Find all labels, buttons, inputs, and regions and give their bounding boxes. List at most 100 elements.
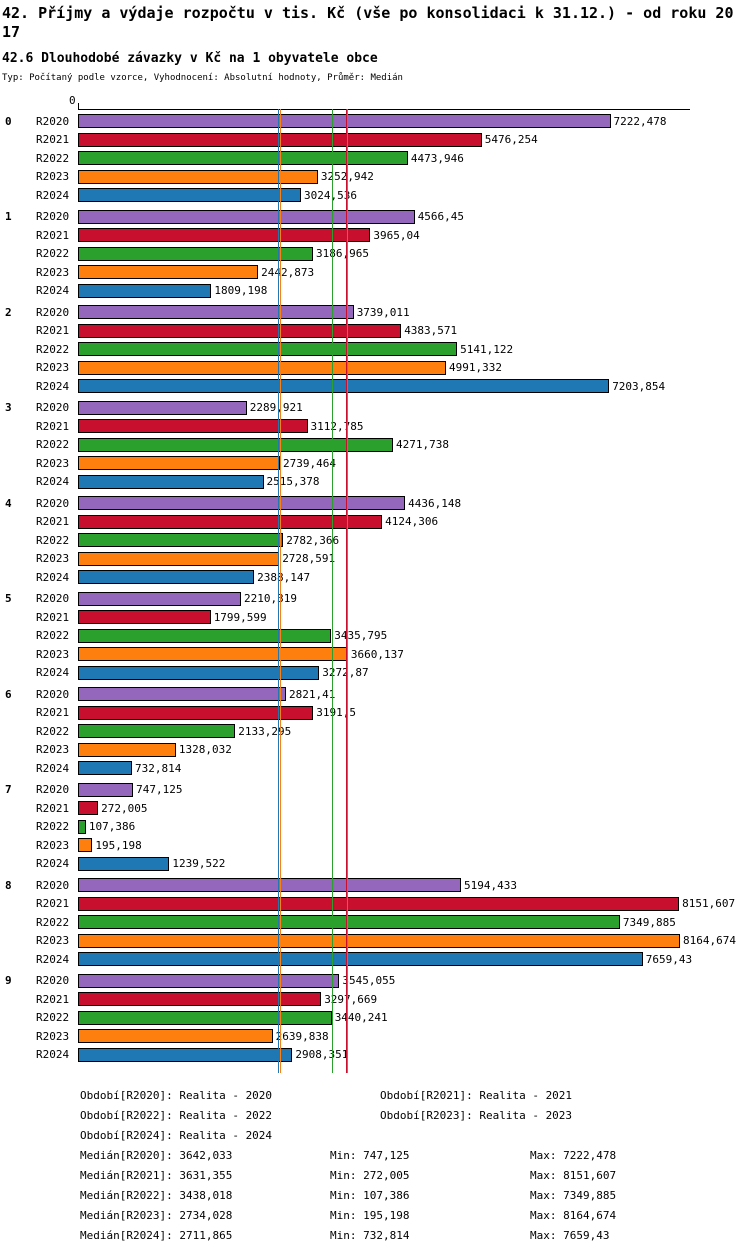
bar[interactable]: [78, 705, 314, 720]
bar[interactable]: [78, 132, 482, 147]
plot-area: 2908,351: [78, 1046, 750, 1065]
plot-area: 7203,854: [78, 377, 750, 396]
stat-max: Max: 8164,674: [530, 1209, 617, 1222]
bar[interactable]: [78, 265, 259, 280]
bar-row: R2024 732,814: [0, 759, 750, 778]
bar[interactable]: [78, 283, 212, 298]
bar[interactable]: [78, 952, 643, 967]
plot-area: 4271,738: [78, 436, 750, 455]
bar-row: R2021 4383,571: [0, 322, 750, 341]
plot-area: 2728,591: [78, 550, 750, 569]
bar[interactable]: [78, 228, 371, 243]
bar[interactable]: [78, 437, 393, 452]
series-label: R2023: [36, 743, 70, 757]
bar-row: R2021 272,005: [0, 799, 750, 818]
bar[interactable]: [78, 305, 354, 320]
category-label: 0: [5, 114, 12, 128]
bar-row: 5 R2020 2210,319: [0, 590, 750, 609]
bar-value-label: 3191,5: [316, 706, 357, 720]
bar[interactable]: [78, 188, 301, 203]
bar-row: 2 R2020 3739,011: [0, 303, 750, 322]
bar-row: 7 R2020 747,125: [0, 781, 750, 800]
bar[interactable]: [78, 973, 340, 988]
stats-row-r2020: Medián[R2020]: 3642,033 Min: 747,125 Max…: [80, 1146, 750, 1166]
bar-value-label: 732,814: [135, 761, 182, 775]
category-label: 5: [5, 592, 12, 606]
bar[interactable]: [78, 474, 264, 489]
bar[interactable]: [78, 665, 320, 680]
page-title-line2: 17: [2, 23, 21, 41]
plot-area: 3965,04: [78, 226, 750, 245]
stat-max: Max: 7349,885: [530, 1189, 617, 1202]
bar[interactable]: [78, 114, 611, 129]
series-label: R2020: [36, 592, 70, 606]
bar-row: R2024 2908,351: [0, 1046, 750, 1065]
bar-value-label: 2289,921: [249, 401, 303, 415]
bar[interactable]: [78, 591, 241, 606]
bar[interactable]: [78, 819, 86, 834]
bar[interactable]: [78, 151, 408, 166]
bar[interactable]: [78, 761, 132, 776]
bar[interactable]: [78, 400, 247, 415]
bar[interactable]: [78, 1010, 332, 1025]
bar[interactable]: [78, 838, 93, 853]
bar-group: 2 R2020 3739,011 R2021 4383,571 R2022 5141,122…: [0, 303, 750, 396]
legend-period-r2022: Období[R2022]: Realita - 2022: [80, 1109, 273, 1122]
series-label: R2020: [36, 210, 70, 224]
bar-group: 4 R2020 4436,148 R2021 4124,306 R2022 2782,366…: [0, 494, 750, 587]
bar[interactable]: [78, 610, 211, 625]
bar[interactable]: [78, 724, 236, 739]
bar[interactable]: [78, 1029, 273, 1044]
stat-median: Medián[R2024]: 2711,865: [80, 1229, 233, 1242]
bar[interactable]: [78, 896, 680, 911]
bar[interactable]: [78, 456, 280, 471]
legend-row: Období[R2024]: Realita - 2024: [80, 1126, 750, 1146]
series-label: R2024: [36, 379, 70, 393]
bar[interactable]: [78, 360, 446, 375]
bar[interactable]: [78, 379, 610, 394]
bar[interactable]: [78, 856, 170, 871]
bar[interactable]: [78, 687, 286, 702]
plot-area: 2639,838: [78, 1027, 750, 1046]
plot-area: 4473,946: [78, 149, 750, 168]
bar-value-label: 8151,607: [682, 897, 736, 911]
bar[interactable]: [78, 551, 280, 566]
bar-value-label: 107,386: [88, 820, 136, 834]
category-label: 9: [5, 974, 12, 988]
series-label: R2021: [36, 228, 70, 242]
series-label: R2020: [36, 974, 70, 988]
bar[interactable]: [78, 209, 415, 224]
plot-area: 2442,873: [78, 263, 750, 282]
bar[interactable]: [78, 915, 620, 930]
stat-min: Min: 732,814: [330, 1229, 410, 1242]
bar[interactable]: [78, 169, 318, 184]
series-label: R2021: [36, 801, 70, 815]
bar[interactable]: [78, 742, 176, 757]
bar[interactable]: [78, 992, 322, 1007]
bar[interactable]: [78, 323, 402, 338]
bar[interactable]: [78, 514, 383, 529]
stats-row-r2024: Medián[R2024]: 2711,865 Min: 732,814 Max…: [80, 1226, 750, 1246]
bar[interactable]: [78, 878, 461, 893]
bar[interactable]: [78, 933, 680, 948]
bar[interactable]: [78, 801, 99, 816]
stats-row-r2021: Medián[R2021]: 3631,355 Min: 272,005 Max…: [80, 1166, 750, 1186]
bar[interactable]: [78, 570, 255, 585]
series-label: R2021: [36, 706, 70, 720]
bar[interactable]: [78, 1047, 293, 1062]
stat-median: Medián[R2020]: 3642,033: [80, 1149, 233, 1162]
bar-value-label: 1328,032: [178, 743, 232, 757]
bar[interactable]: [78, 496, 406, 511]
bar[interactable]: [78, 246, 313, 261]
bar[interactable]: [78, 419, 308, 434]
bar[interactable]: [78, 342, 458, 357]
plot-area: 3112,785: [78, 417, 750, 436]
series-label: R2022: [36, 342, 70, 356]
stat-median: Medián[R2022]: 3438,018: [80, 1189, 233, 1202]
bar[interactable]: [78, 647, 348, 662]
bar[interactable]: [78, 782, 134, 797]
category-label: 6: [5, 687, 12, 701]
bar[interactable]: [78, 628, 332, 643]
bar-value-label: 4566,45: [417, 210, 465, 224]
bar[interactable]: [78, 533, 284, 548]
